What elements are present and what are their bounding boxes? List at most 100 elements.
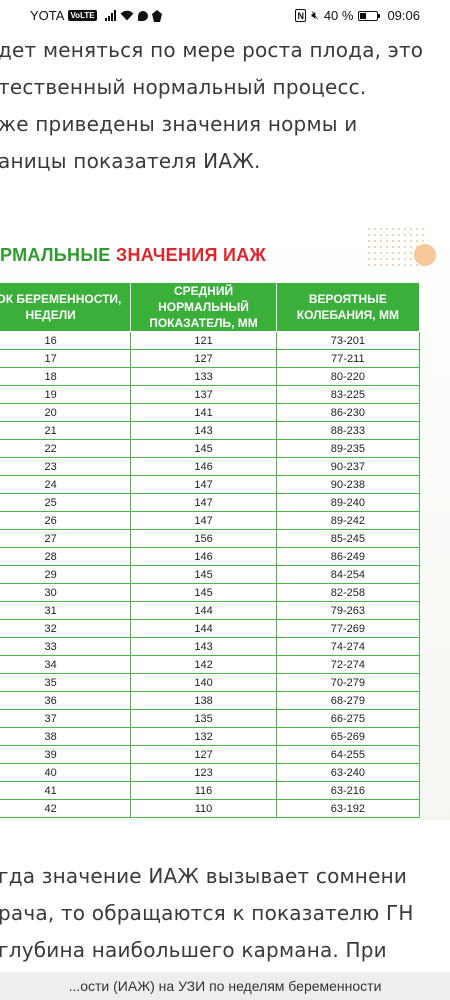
cell-average: 145: [130, 439, 277, 458]
cell-average: 145: [130, 583, 277, 602]
notification-app-icon: [151, 9, 162, 22]
header-range: ВЕРОЯТНЫЕ КОЛЕБАНИЯ, ММ: [275, 282, 421, 332]
cell-week: 36: [0, 691, 132, 710]
article-line: тественный нормальный процесс.: [0, 75, 367, 99]
article-line: гда значение ИАЖ вызывает сомнени: [0, 864, 408, 888]
header-gestation-week: СРОК БЕРЕМЕННОСТИ, НЕДЕЛИ: [0, 282, 132, 332]
cell-week: 22: [0, 439, 132, 458]
cell-range: 82-258: [275, 583, 421, 602]
clock-time: 09:06: [387, 8, 420, 23]
header-line: ПОКАЗАТЕЛЬ, ММ: [149, 316, 258, 330]
mute-icon: 🔇︎: [311, 8, 319, 22]
cell-week: 30: [0, 583, 132, 602]
table-row: 37 135 66-275: [0, 709, 421, 728]
cell-range: 77-269: [275, 619, 421, 638]
cell-range: 72-274: [275, 655, 421, 674]
cell-range: 63-192: [275, 799, 421, 818]
table-row: 38 132 65-269: [0, 727, 421, 746]
cell-week: 28: [0, 547, 132, 566]
table-header-row: СРОК БЕРЕМЕННОСТИ, НЕДЕЛИ СРЕДНИЙ НОРМАЛЬ…: [0, 282, 421, 332]
cell-average: 147: [130, 475, 277, 494]
cell-average: 132: [130, 727, 277, 746]
header-line: СРЕДНИЙ НОРМАЛЬНЫЙ: [158, 284, 249, 314]
infographic-image[interactable]: РМАЛЬНЫЕ ЗНАЧЕНИЯ ИАЖ СРОК БЕРЕМЕННОСТИ,…: [0, 220, 450, 820]
cell-week: 40: [0, 763, 132, 782]
cell-range: 90-238: [275, 475, 421, 494]
cell-week: 20: [0, 403, 132, 422]
cell-week: 33: [0, 637, 132, 656]
cell-average: 156: [130, 529, 277, 548]
table-row: 28 146 86-249: [0, 547, 421, 566]
table-row: 19 137 83-225: [0, 385, 421, 404]
article-paragraph-bottom: гда значение ИАЖ вызывает сомнени рача, …: [0, 858, 414, 969]
infographic-title: РМАЛЬНЫЕ ЗНАЧЕНИЯ ИАЖ: [0, 245, 266, 266]
table-row: 41 116 63-216: [0, 781, 421, 800]
table-row: 27 156 85-245: [0, 529, 421, 548]
cell-range: 86-249: [275, 547, 421, 566]
chat-bubble-icon: [137, 10, 148, 21]
volte-badge: VoLTE: [68, 10, 97, 21]
cell-range: 70-279: [275, 673, 421, 692]
table-row: 29 145 84-254: [0, 565, 421, 584]
table-row: 26 147 89-242: [0, 511, 421, 530]
cell-average: 127: [130, 349, 277, 368]
cell-average: 121: [130, 331, 277, 350]
cell-week: 26: [0, 511, 132, 530]
cell-week: 38: [0, 727, 132, 746]
table-row: 17 127 77-211: [0, 349, 421, 368]
article-line: дет меняться по мере роста плода, это: [0, 38, 424, 62]
cell-range: 86-230: [275, 403, 421, 422]
cell-range: 83-225: [275, 385, 421, 404]
table-row: 20 141 86-230: [0, 403, 421, 422]
table-row: 33 143 74-274: [0, 637, 421, 656]
cell-range: 63-216: [275, 781, 421, 800]
cell-week: 42: [0, 799, 132, 818]
cell-average: 133: [130, 367, 277, 386]
cell-week: 16: [0, 331, 132, 350]
cell-week: 35: [0, 673, 132, 692]
cell-average: 147: [130, 493, 277, 512]
cell-week: 34: [0, 655, 132, 674]
nfc-icon: N: [295, 9, 307, 22]
table-row: 39 127 64-255: [0, 745, 421, 764]
table-row: 36 138 68-279: [0, 691, 421, 710]
cell-average: 141: [130, 403, 277, 422]
table-row: 31 144 79-263: [0, 601, 421, 620]
cell-week: 19: [0, 385, 132, 404]
cell-range: 85-245: [275, 529, 421, 548]
cell-week: 31: [0, 601, 132, 620]
cell-week: 21: [0, 421, 132, 440]
cell-week: 24: [0, 475, 132, 494]
cell-average: 138: [130, 691, 277, 710]
status-bar-left: YOTA VoLTE: [30, 8, 162, 23]
cell-average: 127: [130, 745, 277, 764]
table-row: 16 121 73-201: [0, 331, 421, 350]
article-line: глубина наибольшего кармана. При: [0, 938, 387, 962]
cell-average: 144: [130, 601, 277, 620]
cell-week: 27: [0, 529, 132, 548]
page-title-bar[interactable]: ...ости (ИАЖ) на УЗИ по неделям беременн…: [0, 972, 450, 1000]
status-bar-right: N 🔇︎ 40 % 09:06: [295, 8, 420, 23]
table-row: 18 133 80-220: [0, 367, 421, 386]
table-row: 25 147 89-240: [0, 493, 421, 512]
cell-range: 63-240: [275, 763, 421, 782]
cell-range: 65-269: [275, 727, 421, 746]
article-line: же приведены значения нормы и: [0, 112, 358, 136]
cell-week: 23: [0, 457, 132, 476]
cell-average: 146: [130, 547, 277, 566]
cell-average: 143: [130, 421, 277, 440]
cell-range: 73-201: [275, 331, 421, 350]
wifi-icon: [120, 10, 134, 21]
cell-week: 17: [0, 349, 132, 368]
table-row: 34 142 72-274: [0, 655, 421, 674]
infographic-title-part1: РМАЛЬНЫЕ: [0, 245, 116, 265]
table-body: 16 121 73-201 17 127 77-211 18 133 80-220 19 137 83…: [0, 331, 421, 818]
cell-range: 64-255: [275, 745, 421, 764]
cell-week: 29: [0, 565, 132, 584]
infographic-title-part2: ЗНАЧЕНИЯ ИАЖ: [115, 245, 267, 265]
cell-range: 79-263: [275, 601, 421, 620]
cell-range: 89-235: [275, 439, 421, 458]
cell-average: 145: [130, 565, 277, 584]
cell-range: 89-242: [275, 511, 421, 530]
cell-range: 80-220: [275, 367, 421, 386]
